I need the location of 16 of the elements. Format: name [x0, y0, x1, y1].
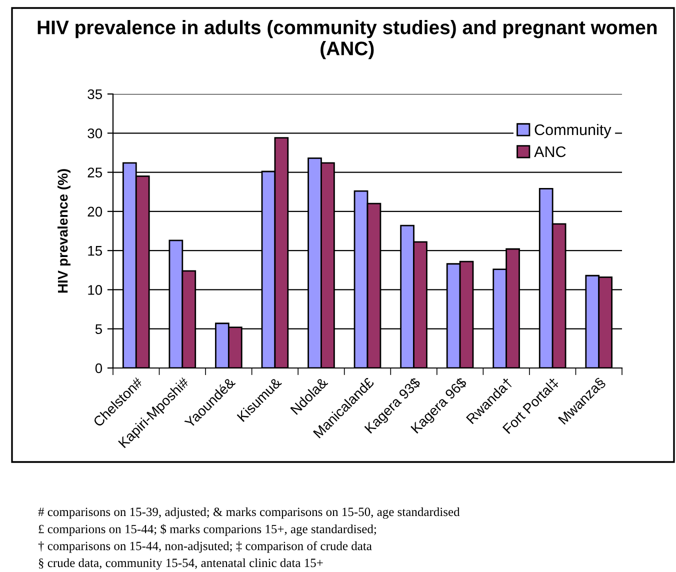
y-tick-label: 30 — [88, 128, 102, 138]
legend-label: Community — [534, 124, 612, 138]
y-tick-label: 5 — [95, 324, 102, 334]
y-tick-label: 0 — [95, 363, 102, 374]
y-tick-label: 10 — [88, 285, 102, 295]
y-tick-label: 35 — [88, 89, 102, 100]
text: £ comparions on 15-44; $ marks comparions 15+, age standardised; — [38, 524, 376, 536]
text: § crude data, community 15-54, antenatal clinic data 15+ — [38, 558, 323, 570]
y-axis-title: HIV prevalence (%) — [58, 169, 70, 293]
y-tick-label: 15 — [88, 246, 102, 256]
legend-label: ANC — [534, 146, 566, 158]
y-tick-label: 25 — [88, 168, 102, 178]
text: # comparisons on 15-39, adjusted; & marks comparisons on 15-50, age standardised — [38, 507, 460, 519]
text: † comparisons on 15-44, non-adjsuted; ‡ comparison of crude data — [38, 541, 372, 553]
y-tick-label: 20 — [88, 206, 102, 217]
chart-title: HIV prevalence in adults (community studies) and pregnant women (ANC) — [38, 20, 657, 60]
